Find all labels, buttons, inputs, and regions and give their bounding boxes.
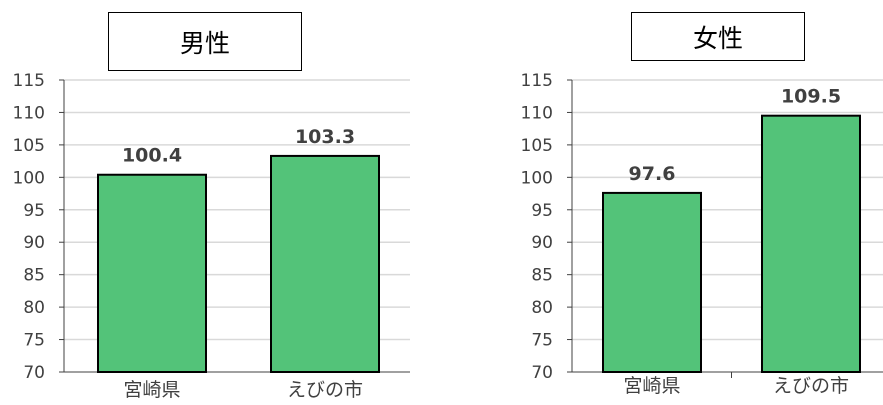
y-tick-label: 75 [531, 331, 553, 351]
y-tick-label: 95 [23, 201, 45, 221]
y-tick-label: 105 [13, 136, 45, 156]
category-label: 宮崎県 [623, 375, 680, 397]
y-tick-label: 110 [13, 103, 45, 123]
y-tick-label: 105 [521, 136, 553, 156]
y-tick-label: 100 [521, 168, 553, 188]
y-tick-label: 70 [23, 363, 45, 383]
y-tick-label: 90 [23, 233, 45, 253]
y-tick-label: 115 [521, 71, 553, 91]
y-tick-label: 100 [13, 168, 45, 188]
y-tick-label: 110 [521, 103, 553, 123]
category-label: えびの市 [773, 375, 849, 397]
y-tick-label: 85 [23, 266, 45, 286]
y-tick-label: 85 [531, 266, 553, 286]
y-tick-label: 80 [23, 298, 45, 318]
y-tick-label: 75 [23, 331, 45, 351]
bar-male-2 [270, 154, 380, 373]
bar-male-1 [97, 173, 207, 373]
category-label: 宮崎県 [123, 379, 180, 401]
chart-title-male: 男性 [108, 12, 302, 71]
y-tick-label: 90 [531, 233, 553, 253]
data-label: 97.6 [629, 163, 676, 185]
y-tick-label: 80 [531, 298, 553, 318]
data-label: 109.5 [781, 86, 841, 108]
data-label: 103.3 [295, 126, 355, 148]
bar-female-2 [761, 114, 861, 373]
category-label: えびの市 [287, 379, 363, 401]
y-tick-label: 115 [13, 71, 45, 91]
y-tick-label: 95 [531, 201, 553, 221]
bar-female-1 [602, 191, 702, 373]
chart-title-female: 女性 [631, 12, 805, 61]
data-label: 100.4 [122, 145, 182, 167]
y-tick-label: 70 [531, 363, 553, 383]
